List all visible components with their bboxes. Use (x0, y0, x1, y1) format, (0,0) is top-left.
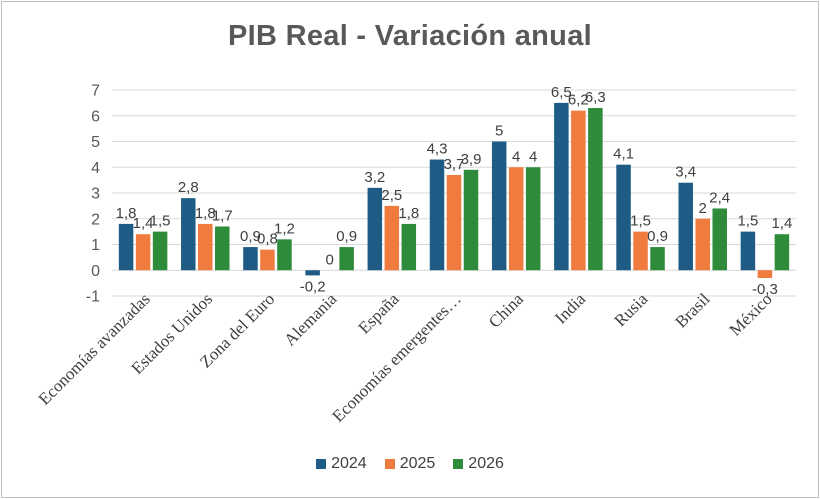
data-label: -0,2 (300, 278, 326, 295)
data-label: 0,9 (336, 228, 357, 245)
data-label: 3,4 (675, 164, 696, 181)
bar-2026-7 (588, 108, 603, 271)
legend-item-2026: 2026 (453, 455, 504, 473)
y-tick-label: 7 (91, 83, 100, 100)
data-label: 3,2 (364, 169, 385, 186)
data-label: 3,9 (461, 151, 482, 168)
bar-2026-5 (463, 169, 479, 271)
legend-label-2026: 2026 (468, 455, 504, 472)
bar-2026-9 (712, 208, 727, 271)
y-tick-label: -1 (86, 289, 100, 306)
legend-label-2024: 2024 (331, 455, 367, 472)
bar-2024-8 (616, 164, 631, 271)
bar-2024-6 (491, 141, 507, 271)
data-label: 1,5 (150, 213, 171, 230)
bar-2024-9 (678, 182, 693, 271)
bar-2026-3 (339, 247, 354, 271)
data-label: 1,8 (195, 205, 216, 222)
data-label: 6,2 (568, 92, 589, 109)
bar-2024-1 (181, 198, 196, 271)
data-label: 4 (529, 148, 537, 165)
y-tick-label: 0 (91, 263, 100, 280)
chart-legend: 2024 2025 2026 (0, 455, 820, 473)
data-label: 1,5 (737, 213, 758, 230)
data-label: 1,8 (398, 205, 419, 222)
bar-2024-3 (305, 270, 320, 276)
x-category-label: Rusia (611, 289, 652, 330)
y-tick-label: 2 (91, 211, 100, 228)
legend-swatch-2024 (316, 459, 327, 469)
data-label: 2,8 (178, 179, 199, 196)
bar-2025-1 (198, 223, 213, 271)
bar-2026-8 (650, 247, 665, 271)
data-label: -0,3 (752, 281, 778, 298)
x-category-label: India (551, 289, 589, 327)
y-tick-label: 1 (91, 237, 100, 254)
x-category-label: Economías avanzadas (35, 289, 154, 408)
bar-2026-0 (152, 231, 168, 271)
y-tick-label: 5 (91, 134, 100, 151)
data-label: 1,5 (630, 213, 651, 230)
bar-2025-10 (757, 270, 773, 278)
y-tick-label: 3 (91, 186, 100, 203)
x-category-label: Alemania (280, 289, 340, 349)
bar-2026-2 (277, 239, 292, 271)
data-label: 3,7 (444, 156, 465, 173)
legend-swatch-2026 (453, 459, 464, 469)
bar-2024-10 (740, 231, 756, 271)
data-label: 5 (495, 123, 503, 140)
legend-item-2025: 2025 (384, 455, 436, 473)
bar-2026-1 (215, 226, 230, 271)
bar-2024-2 (243, 247, 258, 271)
data-label: 0,9 (240, 228, 261, 245)
data-label: 0 (325, 251, 333, 268)
bar-2025-6 (508, 167, 524, 271)
x-category-label: México (726, 289, 776, 339)
legend-swatch-2025 (384, 459, 395, 469)
x-category-label: China (485, 289, 527, 331)
data-label: 2,4 (709, 189, 730, 206)
bar-2026-4 (401, 223, 417, 271)
bar-2025-7 (571, 110, 586, 271)
bar-2025-5 (446, 174, 462, 271)
data-label: 1,4 (133, 215, 154, 232)
bar-2024-7 (554, 102, 569, 271)
data-label: 1,2 (274, 220, 295, 237)
bar-2024-4 (367, 187, 383, 271)
data-label: 2,5 (381, 187, 402, 204)
y-tick-label: 4 (91, 160, 100, 177)
bar-2025-0 (135, 234, 151, 271)
data-label: 1,8 (116, 205, 137, 222)
data-label: 0,8 (257, 231, 278, 248)
bar-2024-0 (118, 223, 134, 271)
data-label: 4 (512, 148, 520, 165)
legend-label-2025: 2025 (399, 455, 436, 472)
data-label: 4,1 (613, 146, 634, 163)
legend-item-2024: 2024 (316, 455, 367, 473)
data-label: 0,9 (647, 228, 668, 245)
bar-2024-5 (429, 159, 445, 271)
chart-title: PIB Real - Variación anual (228, 20, 592, 52)
data-label: 6,5 (551, 84, 572, 101)
y-tick-label: 6 (91, 108, 100, 125)
data-label: 1,7 (212, 207, 233, 224)
x-category-label: Economías emergentes… (328, 289, 464, 425)
data-label: 2 (699, 200, 707, 217)
data-label: 6,3 (585, 89, 606, 106)
bar-2025-2 (260, 249, 275, 271)
bar-2025-4 (384, 205, 400, 271)
bar-2025-8 (633, 231, 648, 271)
bar-2025-9 (695, 218, 710, 271)
data-label: 1,4 (771, 215, 792, 232)
bar-2026-6 (525, 167, 541, 271)
bar-2026-10 (774, 234, 790, 271)
data-label: 4,3 (427, 141, 448, 158)
